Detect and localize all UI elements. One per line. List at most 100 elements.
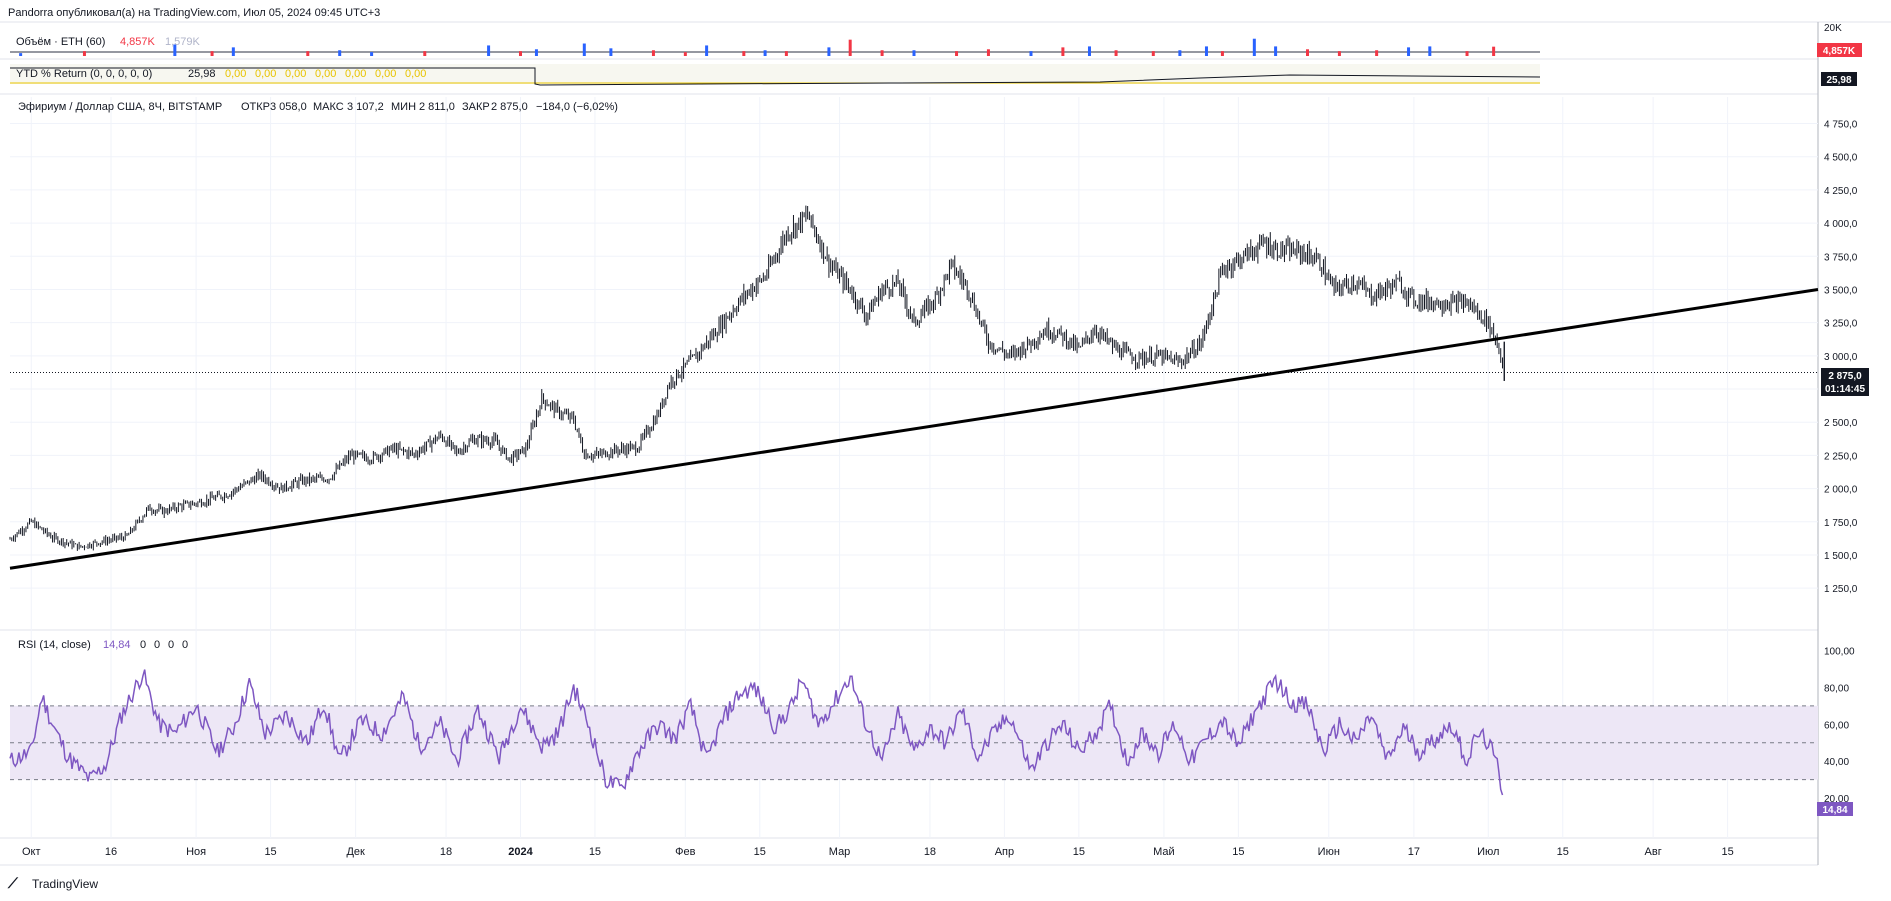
volume-bar (1274, 46, 1278, 56)
rsi-badge-bg (1817, 802, 1853, 816)
volume-legend-label[interactable]: Объём · ETH (60) (16, 36, 105, 48)
ytd-panel (10, 64, 1541, 86)
price-panel (9, 205, 1819, 570)
volume-bar (683, 52, 687, 56)
volume-bar (338, 50, 342, 56)
ohlc-close-value: 2 875,0 (491, 101, 528, 113)
rsi-legend-value: 14,84 (103, 639, 131, 651)
volume-bar (827, 47, 831, 56)
tradingview-brand: TradingView (32, 877, 98, 891)
x-tick-label: 2024 (508, 846, 533, 858)
volume-bar (651, 50, 655, 56)
volume-bar (1428, 46, 1432, 56)
price-countdown: 01:14:45 (1825, 384, 1865, 395)
volume-axis-label: 20K (1824, 23, 1842, 34)
publisher-caption: Pandorra опубликовал(а) на TradingView.c… (8, 7, 380, 19)
ytd-legend-label[interactable]: YTD % Return (0, 0, 0, 0, 0) (16, 68, 152, 80)
axes: Окт 16 Ноя 15 Дек 18 2024 15 Фев 15 Мар 18 Апр 15 Май 1… (22, 23, 1858, 858)
volume-bar (1375, 50, 1379, 56)
volume-bar (705, 45, 709, 56)
y-tick-label: 3 000,0 (1824, 352, 1858, 363)
y-tick-label: 4 750,0 (1824, 120, 1858, 131)
ohlc-change: −184,0 (−6,02%) (536, 101, 618, 113)
tradingview-logo[interactable]: ⟋ TradingView (7, 875, 98, 891)
volume-bar (742, 51, 746, 56)
rsi-badge: 14,84 (1822, 805, 1847, 816)
ytd-zero-value: 0,00 (405, 68, 426, 80)
x-tick-label: Апр (995, 846, 1014, 858)
rsi-legend-label[interactable]: RSI (14, close) (18, 639, 91, 651)
ytd-legend-value: 25,98 (188, 68, 216, 80)
ytd-background (10, 64, 1540, 84)
volume-bar (423, 51, 427, 56)
x-tick-label: Мар (829, 846, 851, 858)
volume-bar (82, 51, 86, 56)
volume-bar (1492, 46, 1496, 56)
x-tick-label: Май (1153, 846, 1175, 858)
x-tick-label: Фев (675, 846, 695, 858)
y-tick-label: 1 500,0 (1824, 551, 1858, 562)
rsi-extra-value: 0 (182, 639, 188, 651)
ytd-zero-value: 0,00 (375, 68, 396, 80)
volume-bar (231, 47, 235, 56)
volume-badge-bg (1817, 43, 1862, 57)
y-tick-label: 3 500,0 (1824, 285, 1858, 296)
rsi-extra-value: 0 (168, 639, 174, 651)
y-tick-label: 2 500,0 (1824, 418, 1858, 429)
ytd-zero-value: 0,00 (345, 68, 366, 80)
x-tick-label: 18 (924, 846, 936, 858)
ytd-zero-value: 0,00 (315, 68, 336, 80)
ytd-badge-bg (1821, 72, 1857, 86)
x-tick-label: Ноя (186, 846, 206, 858)
volume-bar (763, 50, 767, 56)
volume-bar (1220, 51, 1224, 56)
volume-bar (534, 49, 538, 56)
x-tick-label: 15 (1557, 846, 1569, 858)
x-tick-label: 15 (1721, 846, 1733, 858)
trendline (9, 288, 1819, 570)
rsi-panel (9, 669, 1818, 796)
price-badge: 2 875,0 (1828, 371, 1862, 382)
ohlc-high-value: 3 107,2 (347, 101, 384, 113)
volume-badge: 4,857K (1823, 46, 1856, 57)
volume-bar (1407, 47, 1411, 56)
volume-bar (784, 51, 788, 56)
ohlc-open-label: ОТКР (241, 101, 270, 113)
volume-bar (986, 49, 990, 56)
rsi-extra-value: 0 (140, 639, 146, 651)
rsi-y-tick-label: 60,00 (1824, 720, 1849, 731)
x-tick-label: 15 (754, 846, 766, 858)
x-tick-label: 15 (1232, 846, 1244, 858)
y-tick-label: 1 750,0 (1824, 518, 1858, 529)
volume-bar (1061, 47, 1065, 56)
x-tick-label: Окт (22, 846, 41, 858)
y-tick-label: 2 250,0 (1824, 451, 1858, 462)
rsi-y-tick-label: 80,00 (1824, 683, 1849, 694)
ohlc-high-label: МАКС (313, 101, 344, 113)
volume-bar (1178, 50, 1182, 56)
volume-bar (609, 48, 613, 56)
volume-bar (848, 39, 852, 56)
x-tick-label: 15 (1073, 846, 1085, 858)
volume-bar (1151, 51, 1155, 56)
ohlc-low-label: МИН (391, 101, 416, 113)
x-tick-label: Авг (1645, 846, 1662, 858)
y-tick-label: 3 250,0 (1824, 319, 1858, 330)
rsi-y-tick-label: 40,00 (1824, 757, 1849, 768)
symbol-title[interactable]: Эфириум / Доллар США, 8Ч, BITSTAMP (18, 101, 222, 113)
ytd-zero-value: 0,00 (225, 68, 246, 80)
x-tick-label: Июн (1318, 846, 1340, 858)
x-tick-label: 17 (1408, 846, 1420, 858)
volume-bar (880, 50, 884, 56)
x-tick-label: 15 (589, 846, 601, 858)
volume-bar (1337, 51, 1341, 56)
ytd-zero-value: 0,00 (285, 68, 306, 80)
price-badge-bg (1821, 368, 1869, 396)
rsi-line (9, 669, 1504, 796)
volume-bar (487, 45, 491, 56)
volume-legend-ma: 1,579K (165, 36, 201, 48)
x-tick-label: Дек (346, 846, 365, 858)
volume-bar (1029, 51, 1033, 56)
